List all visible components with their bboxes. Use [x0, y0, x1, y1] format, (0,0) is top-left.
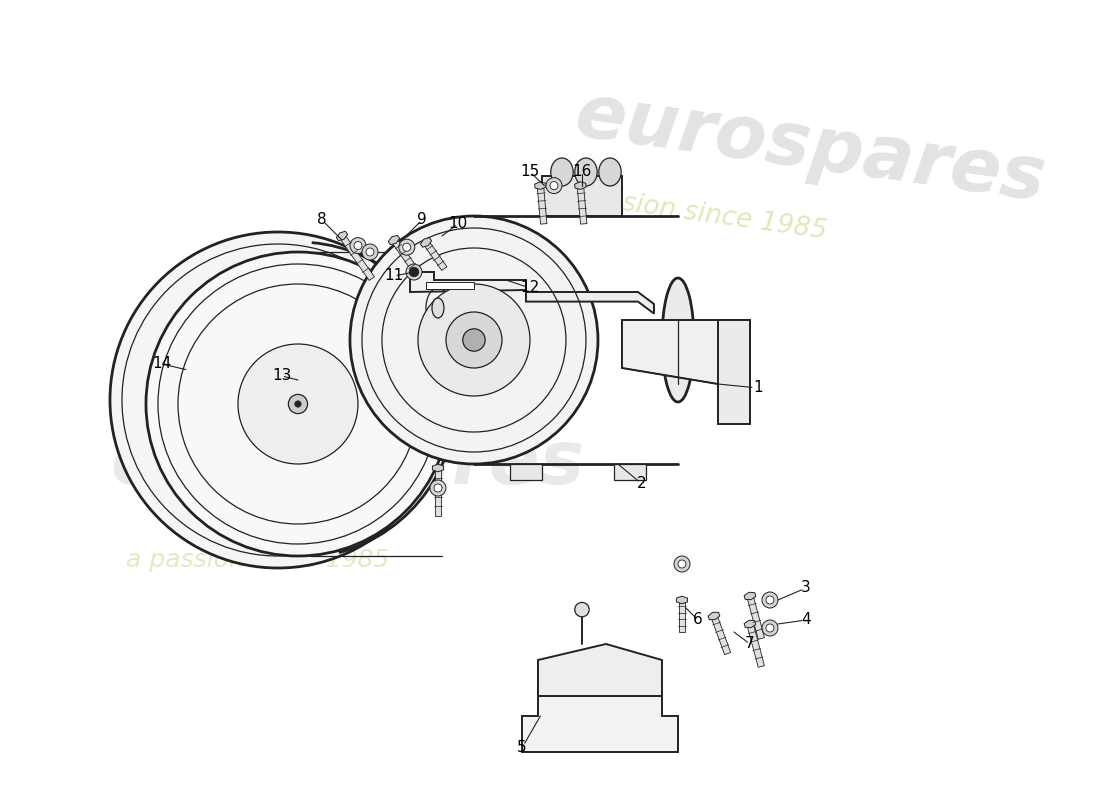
Polygon shape — [535, 182, 546, 190]
Polygon shape — [744, 592, 756, 600]
Ellipse shape — [432, 298, 444, 318]
Circle shape — [366, 248, 374, 256]
Text: 6: 6 — [693, 613, 703, 627]
Text: 9: 9 — [417, 213, 427, 227]
Circle shape — [410, 268, 418, 276]
Polygon shape — [708, 612, 719, 620]
Text: 2: 2 — [637, 477, 647, 491]
Circle shape — [399, 239, 415, 255]
Polygon shape — [522, 696, 678, 752]
Polygon shape — [676, 596, 688, 604]
Circle shape — [674, 556, 690, 572]
Circle shape — [350, 216, 598, 464]
Text: 16: 16 — [572, 165, 592, 179]
Polygon shape — [420, 238, 431, 247]
Circle shape — [406, 264, 422, 280]
Text: 10: 10 — [449, 217, 468, 231]
Text: 15: 15 — [520, 165, 540, 179]
Circle shape — [766, 596, 774, 604]
Text: a passion since 1985: a passion since 1985 — [126, 548, 389, 572]
Text: 7: 7 — [745, 637, 755, 651]
Circle shape — [350, 238, 366, 254]
Circle shape — [766, 624, 774, 632]
Polygon shape — [542, 176, 621, 216]
Polygon shape — [744, 620, 756, 628]
Polygon shape — [526, 292, 654, 314]
Text: 11: 11 — [384, 269, 404, 283]
Polygon shape — [538, 644, 662, 696]
Ellipse shape — [575, 158, 597, 186]
Polygon shape — [339, 234, 374, 281]
Circle shape — [463, 329, 485, 351]
Circle shape — [354, 242, 362, 250]
Bar — [426, 282, 474, 289]
Ellipse shape — [431, 361, 446, 375]
Polygon shape — [718, 320, 750, 424]
Circle shape — [238, 344, 358, 464]
Ellipse shape — [662, 278, 694, 402]
Ellipse shape — [598, 158, 622, 186]
Polygon shape — [432, 464, 443, 472]
Circle shape — [446, 312, 502, 368]
Polygon shape — [614, 464, 646, 480]
Circle shape — [546, 178, 562, 194]
Circle shape — [762, 592, 778, 608]
Circle shape — [762, 620, 778, 636]
Circle shape — [295, 401, 301, 407]
Polygon shape — [747, 623, 764, 667]
Polygon shape — [537, 186, 547, 224]
Polygon shape — [337, 231, 348, 241]
Circle shape — [409, 267, 419, 277]
Circle shape — [110, 232, 446, 568]
Polygon shape — [578, 186, 587, 224]
Text: 14: 14 — [152, 357, 172, 371]
Ellipse shape — [420, 278, 456, 338]
Text: eurospares: eurospares — [570, 79, 1049, 217]
Text: 12: 12 — [520, 281, 540, 295]
Circle shape — [430, 480, 446, 496]
Polygon shape — [747, 595, 764, 639]
Polygon shape — [392, 238, 419, 274]
Text: 1: 1 — [754, 381, 762, 395]
Text: eurospares: eurospares — [110, 427, 584, 501]
Polygon shape — [711, 615, 730, 654]
Polygon shape — [574, 182, 586, 190]
Polygon shape — [510, 464, 542, 480]
Ellipse shape — [575, 602, 590, 617]
Text: 8: 8 — [317, 213, 327, 227]
Polygon shape — [679, 600, 685, 632]
Circle shape — [362, 244, 378, 260]
Ellipse shape — [551, 158, 573, 186]
Circle shape — [403, 243, 410, 251]
Circle shape — [418, 284, 530, 396]
Circle shape — [288, 394, 308, 414]
Circle shape — [550, 182, 558, 190]
Polygon shape — [434, 468, 441, 516]
Polygon shape — [621, 320, 750, 384]
Text: 5: 5 — [517, 741, 527, 755]
Text: a passion since 1985: a passion since 1985 — [550, 180, 828, 244]
Text: 3: 3 — [801, 581, 811, 595]
Polygon shape — [410, 272, 526, 292]
Polygon shape — [424, 241, 447, 270]
Circle shape — [434, 484, 442, 492]
Circle shape — [146, 252, 450, 556]
Text: 13: 13 — [273, 369, 292, 383]
Polygon shape — [388, 235, 399, 245]
Text: 4: 4 — [801, 613, 811, 627]
Circle shape — [678, 560, 686, 568]
